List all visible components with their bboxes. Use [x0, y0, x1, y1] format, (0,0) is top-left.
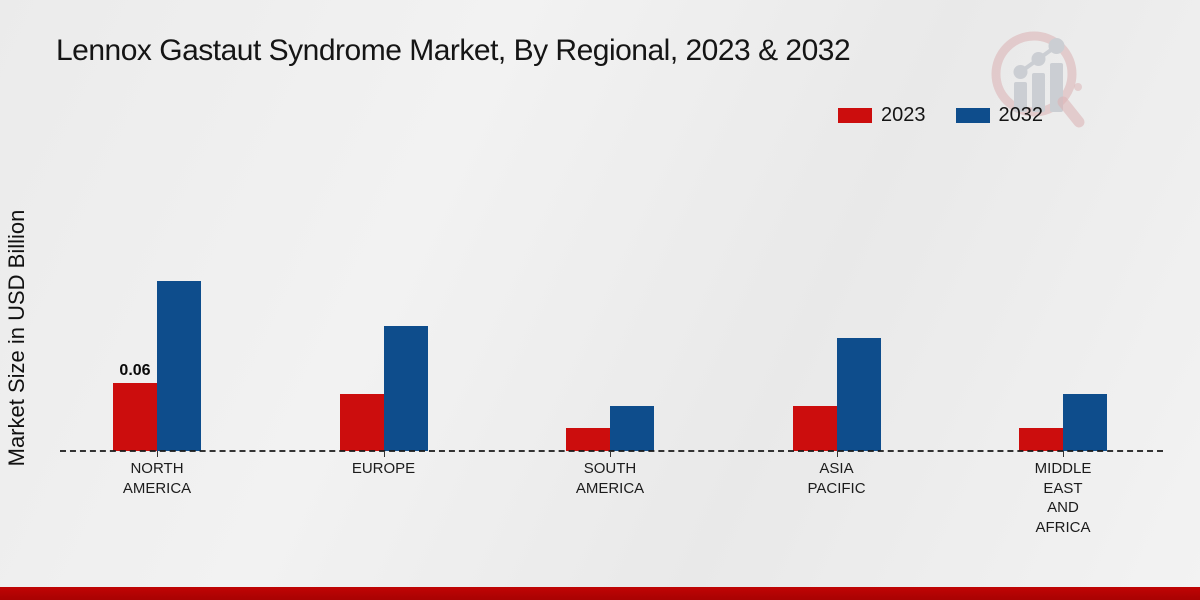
bar-value-label: 0.06: [119, 362, 151, 379]
legend-label-2023: 2023: [881, 104, 926, 126]
x-axis-tick: [157, 451, 158, 457]
x-axis-line: [60, 450, 1163, 452]
x-axis-tick: [836, 451, 838, 457]
legend-item-2023: 2023: [838, 104, 926, 127]
bar-2032-group3: [836, 338, 881, 451]
chart-title: Lennox Gastaut Syndrome Market, By Regio…: [56, 34, 851, 67]
x-axis-category-label: SOUTH AMERICA: [575, 460, 645, 497]
x-axis-category-label: ASIA PACIFIC: [807, 460, 866, 497]
x-axis-tick: [1063, 451, 1064, 457]
bar-2023-group2: [566, 428, 610, 451]
bar-2023-group3: [792, 406, 837, 451]
bar-2032-group2: [610, 406, 654, 451]
x-axis-category-label: EUROPE: [351, 460, 416, 477]
x-axis-category-label: MIDDLE EAST AND AFRICA: [1034, 460, 1092, 536]
bar-2032-group1: [383, 326, 428, 451]
footer-stripe: [0, 587, 1200, 600]
bar-2032-group4: [1063, 394, 1107, 451]
legend-label-2032: 2032: [998, 104, 1044, 126]
legend-swatch-2023: [838, 108, 872, 123]
bar-2023-group0: [113, 383, 157, 451]
bar-chart-magnifier-logo-icon: [991, 31, 1085, 128]
x-axis-tick: [383, 451, 385, 457]
legend: 2023 2032: [838, 104, 1043, 127]
bar-2032-group0: [157, 281, 201, 451]
x-axis-tick: [610, 451, 611, 457]
legend-swatch-2032: [955, 108, 990, 123]
bar-2023-group4: [1019, 428, 1063, 451]
legend-item-2032: 2032: [955, 104, 1044, 127]
x-axis-category-label: NORTH AMERICA: [122, 460, 192, 497]
bar-2023-group1: [339, 394, 384, 451]
